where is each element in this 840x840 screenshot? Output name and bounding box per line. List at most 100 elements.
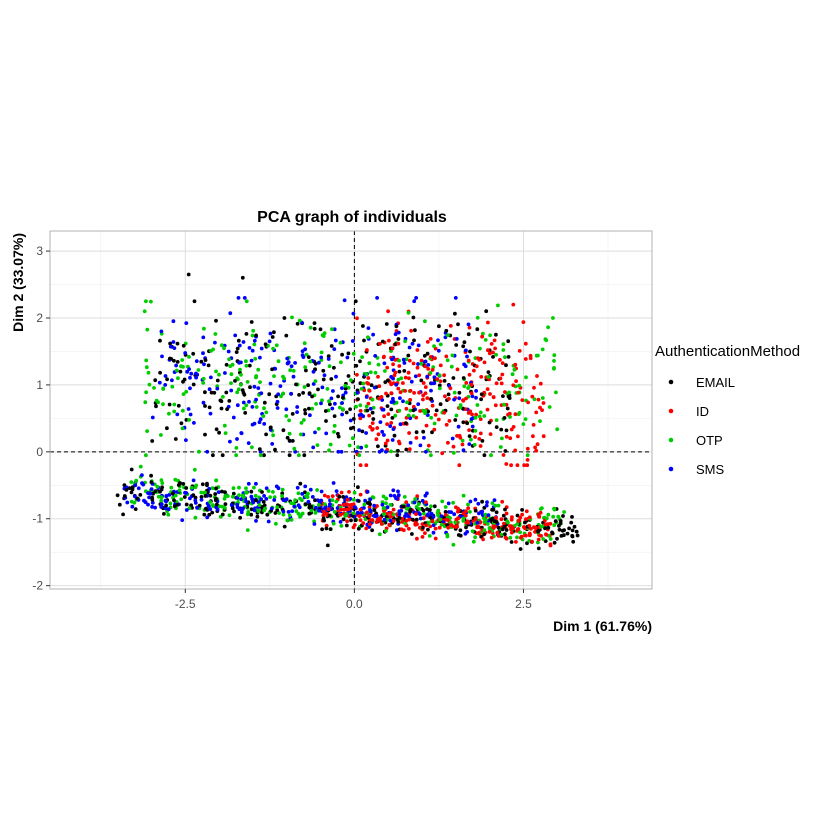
point-id: [421, 516, 426, 521]
point-email: [214, 486, 219, 491]
point-email: [348, 407, 352, 412]
point-sms: [393, 332, 398, 337]
point-sms: [183, 351, 188, 355]
point-otp: [508, 535, 513, 540]
point-sms: [431, 523, 436, 528]
point-sms: [141, 482, 146, 487]
point-email: [220, 489, 224, 494]
point-otp: [427, 534, 432, 538]
point-sms: [479, 510, 484, 515]
point-sms: [443, 335, 448, 340]
point-sms: [159, 329, 164, 334]
point-otp: [214, 478, 219, 483]
point-email: [321, 377, 326, 382]
point-otp: [308, 325, 313, 330]
point-id: [326, 507, 331, 512]
point-email: [303, 411, 308, 416]
point-otp: [177, 488, 182, 493]
point-sms: [397, 509, 402, 514]
y-tick-label: -1: [32, 512, 43, 526]
point-otp: [170, 384, 175, 389]
point-sms: [340, 401, 344, 405]
point-email: [504, 528, 509, 532]
point-id: [477, 531, 482, 536]
point-id: [488, 432, 493, 436]
point-otp: [129, 480, 134, 484]
point-email: [456, 533, 461, 537]
point-sms: [359, 510, 364, 515]
point-otp: [144, 365, 149, 370]
point-email: [307, 406, 311, 411]
point-otp: [285, 518, 290, 523]
point-id: [358, 416, 363, 421]
point-id: [433, 413, 438, 417]
point-sms: [193, 498, 198, 503]
point-sms: [257, 420, 262, 425]
point-sms: [235, 505, 240, 510]
point-sms: [293, 361, 297, 365]
point-otp: [552, 359, 556, 363]
point-id: [367, 505, 372, 510]
point-email: [181, 482, 186, 486]
point-otp: [539, 507, 543, 511]
point-sms: [319, 355, 324, 360]
point-sms: [188, 375, 192, 380]
point-email: [217, 430, 222, 435]
point-email: [312, 321, 317, 325]
point-sms: [468, 499, 473, 504]
point-sms: [470, 424, 475, 429]
point-otp: [201, 381, 206, 385]
point-sms: [300, 349, 305, 354]
point-sms: [398, 396, 402, 400]
point-otp: [297, 318, 302, 323]
point-otp: [381, 494, 386, 499]
point-email: [336, 394, 340, 399]
point-sms: [463, 531, 468, 536]
point-id: [498, 376, 503, 381]
point-id: [514, 379, 518, 383]
point-email: [323, 409, 328, 413]
point-id: [423, 531, 427, 535]
point-email: [298, 481, 303, 486]
point-id: [449, 523, 454, 527]
point-email: [150, 439, 155, 443]
point-otp: [168, 501, 173, 506]
point-sms: [242, 296, 247, 300]
point-email: [505, 406, 510, 411]
point-sms: [262, 422, 267, 426]
point-id: [385, 422, 389, 426]
point-sms: [202, 362, 206, 367]
point-email: [176, 403, 181, 408]
point-email: [306, 355, 311, 359]
point-otp: [258, 380, 262, 384]
y-tick-label: -2: [32, 579, 43, 593]
point-otp: [505, 519, 510, 524]
point-email: [327, 513, 332, 518]
point-otp: [209, 349, 214, 353]
point-email: [249, 512, 254, 517]
point-otp: [179, 497, 184, 502]
point-id: [481, 537, 485, 542]
point-email: [426, 409, 430, 414]
point-email: [227, 399, 232, 403]
point-id: [511, 383, 516, 388]
point-sms: [289, 391, 293, 396]
point-id: [478, 520, 483, 524]
point-sms: [329, 396, 334, 401]
point-sms: [306, 499, 311, 504]
point-sms: [259, 391, 264, 396]
point-sms: [314, 505, 318, 510]
point-sms: [272, 498, 277, 502]
point-id: [364, 510, 369, 515]
point-id: [523, 357, 528, 361]
point-sms: [171, 319, 176, 324]
point-email: [561, 533, 566, 538]
point-email: [574, 529, 579, 534]
point-email: [260, 490, 264, 494]
point-sms: [406, 503, 411, 508]
point-otp: [358, 403, 363, 408]
point-email: [153, 489, 158, 494]
point-otp: [517, 383, 522, 388]
point-otp: [275, 505, 280, 509]
point-otp: [330, 498, 335, 503]
